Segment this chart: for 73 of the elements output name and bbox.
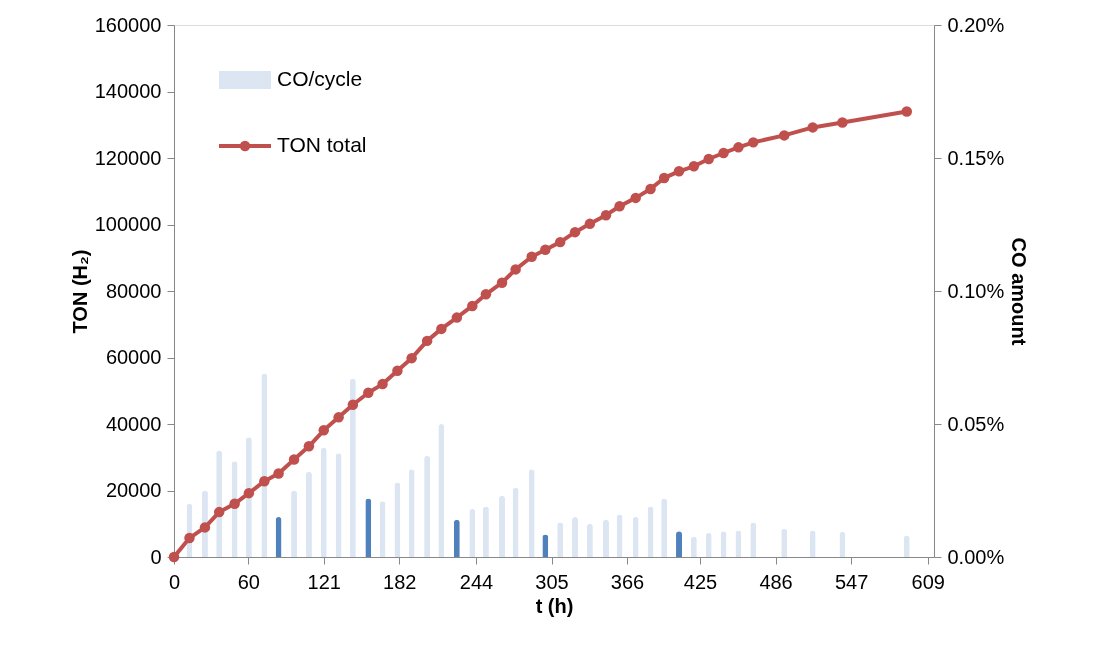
y-tick-label: 140000 — [94, 80, 162, 102]
x-axis-title: t (h) — [535, 594, 574, 617]
point — [614, 200, 625, 212]
point — [645, 183, 656, 195]
point — [510, 264, 521, 275]
point — [199, 522, 211, 533]
point — [288, 454, 300, 465]
point — [184, 532, 195, 544]
point — [347, 399, 359, 410]
x-tick-label: 60 — [237, 570, 260, 593]
point — [318, 425, 330, 436]
y2-tick-label: 0.15% — [947, 146, 1005, 169]
point — [303, 441, 315, 452]
legend-label: CO/cycle — [277, 67, 363, 90]
x-tick-label: 0 — [168, 570, 181, 593]
y-tick-label: 0 — [150, 545, 162, 568]
point — [554, 236, 566, 248]
x-tick-label: 366 — [610, 570, 645, 593]
point — [630, 192, 641, 204]
y-tick-label: 80000 — [105, 279, 162, 302]
point — [496, 277, 508, 288]
y-tick-label: 160000 — [94, 13, 162, 36]
point — [406, 352, 417, 364]
point — [807, 122, 818, 133]
point — [569, 226, 581, 238]
y-tick-label: 60000 — [105, 346, 162, 368]
y2-tick-label: 0.00% — [947, 545, 1005, 568]
point — [837, 117, 848, 128]
legend-label: TON total — [277, 133, 367, 156]
point — [718, 147, 729, 159]
y2-axis-title: CO amount — [1008, 237, 1031, 346]
point — [273, 468, 284, 479]
point — [421, 335, 433, 347]
point — [600, 209, 612, 221]
point — [436, 323, 447, 335]
point — [688, 161, 700, 172]
point — [480, 289, 492, 300]
point — [363, 387, 374, 398]
point — [733, 142, 744, 153]
point — [901, 106, 913, 117]
point — [748, 137, 759, 148]
y2-tick-label: 0.20% — [947, 13, 1005, 36]
point — [377, 378, 388, 390]
x-tick-label: 425 — [683, 570, 718, 593]
y-tick-label: 100000 — [94, 213, 162, 235]
y2-tick-label: 0.10% — [947, 279, 1005, 302]
y-tick-label: 120000 — [94, 146, 162, 169]
x-tick-label: 244 — [459, 570, 494, 593]
point — [392, 365, 403, 377]
point — [243, 487, 255, 499]
x-tick-label: 121 — [307, 570, 341, 593]
point — [658, 172, 670, 184]
point — [229, 498, 240, 510]
y2-tick-label: 0.05% — [947, 412, 1005, 435]
point — [333, 412, 344, 423]
point — [584, 218, 596, 230]
x-tick-label: 486 — [759, 570, 793, 593]
point — [451, 312, 463, 323]
point — [213, 506, 225, 518]
point — [673, 166, 685, 177]
y-tick-label: 20000 — [105, 479, 162, 501]
point — [540, 244, 551, 255]
x-tick-label: 609 — [911, 570, 945, 593]
y-axis-title: TON (H₂) — [68, 249, 91, 334]
x-tick-label: 547 — [834, 570, 869, 593]
x-tick-label: 305 — [535, 570, 569, 593]
x-tick-label: 182 — [383, 570, 417, 593]
point — [467, 300, 478, 312]
y-tick-label: 40000 — [105, 412, 162, 435]
point — [526, 251, 537, 262]
point — [259, 475, 270, 487]
point — [778, 130, 790, 141]
point — [703, 153, 714, 165]
